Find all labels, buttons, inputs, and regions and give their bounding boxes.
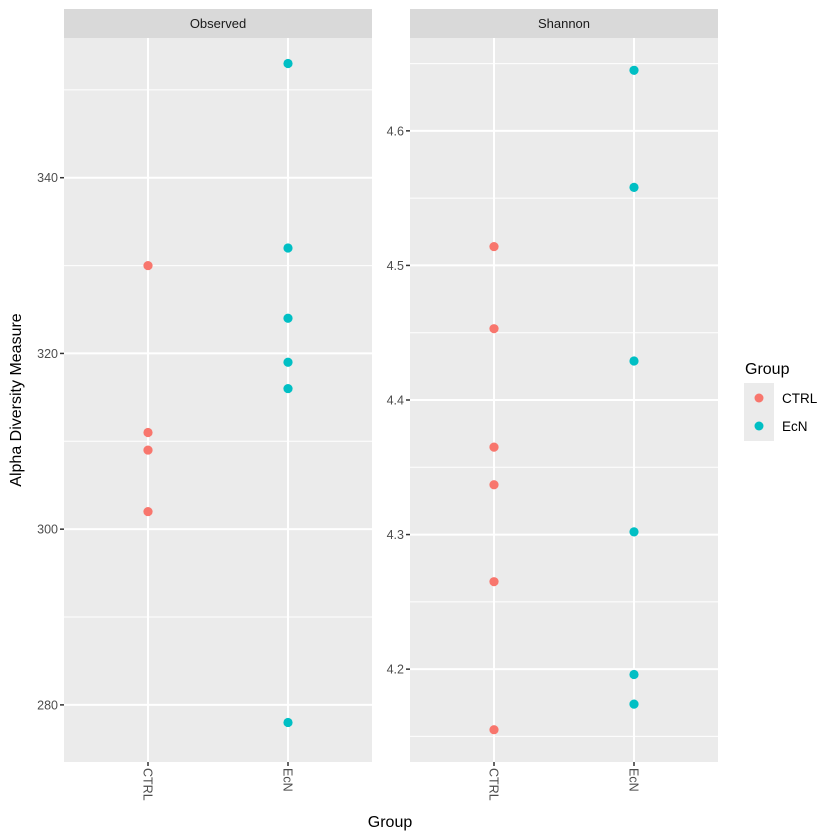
panel-shannon: Shannon 4.2 4.3 4.4 4.5 4.6 CTRL EcN [387,9,718,801]
y-tick-label: 320 [37,347,58,361]
data-point-ecn [283,243,293,253]
data-point-ecn [629,527,639,537]
facet-strip [64,9,372,38]
y-tick-label: 4.3 [387,528,404,542]
legend-title: Group [745,361,790,378]
legend-key-background [744,383,774,441]
data-point-ecn [283,58,293,69]
x-tick-label: EcN [627,768,641,792]
data-point-ecn [629,65,639,75]
data-point-ctrl [489,241,499,252]
y-tick-label: 4.4 [387,394,404,408]
panels-layer: Observed 280 300 320 340 CTRL EcN Shannon 4.2 4.3… [37,9,718,801]
facet-strip-label: Shannon [538,16,590,31]
data-point-ctrl [143,506,153,517]
y-tick-label: 300 [37,523,58,537]
data-point-ecn [629,669,639,680]
panel-background [64,38,372,762]
legend-label-ecn: EcN [782,419,808,434]
data-point-ecn [283,717,293,728]
legend-label-ctrl: CTRL [782,391,818,406]
data-point-ecn [283,313,293,323]
facet-strip-label: Observed [190,16,246,31]
y-tick-label: 280 [37,698,58,712]
x-tick-label: CTRL [487,768,501,801]
y-tick-label: 4.6 [387,124,404,138]
y-tick-label: 4.2 [387,663,404,677]
x-tick-label: EcN [281,768,295,792]
legend: Group CTRL EcN [744,361,818,441]
data-point-ctrl [489,725,499,735]
y-tick-label: 340 [37,171,58,185]
data-point-ecn [283,383,293,394]
data-point-ecn [629,356,639,366]
legend-key-ecn [754,421,764,431]
legend-key-ctrl [754,393,764,403]
data-point-ecn [283,357,293,367]
panel-observed: Observed 280 300 320 340 CTRL EcN [37,9,372,801]
data-point-ecn [629,699,639,709]
y-axis-title: Alpha Diversity Measure [8,313,25,487]
data-point-ctrl [143,260,153,271]
data-point-ctrl [489,577,499,587]
data-point-ctrl [143,427,153,438]
data-point-ctrl [143,445,153,455]
data-point-ctrl [489,442,499,452]
data-point-ecn [629,182,639,192]
y-tick-label: 4.5 [387,259,404,273]
facet-strip [410,9,718,38]
data-point-ctrl [489,324,499,334]
data-point-ctrl [489,480,499,490]
x-axis-title: Group [368,814,413,831]
x-tick-label: CTRL [141,768,155,801]
